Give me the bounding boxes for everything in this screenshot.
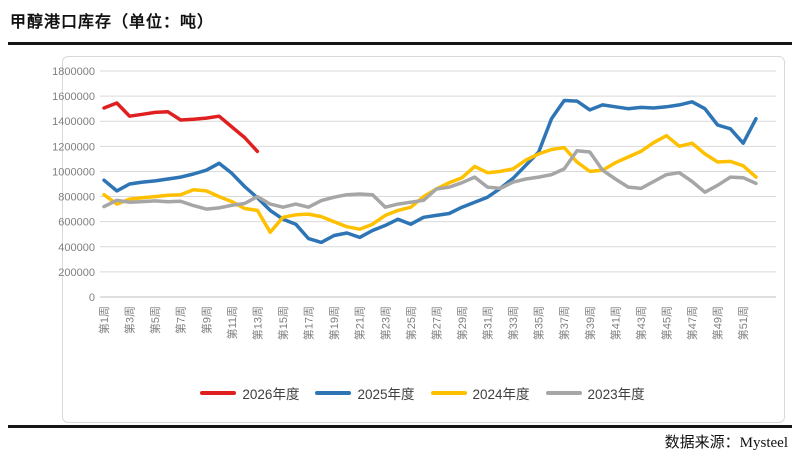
y-axis-tick-label: 1600000 <box>52 91 95 103</box>
x-axis-tick-label: 第19周 <box>327 306 341 340</box>
x-axis-tick-label: 第25周 <box>404 306 418 340</box>
y-axis-tick-label: 1800000 <box>52 66 95 78</box>
legend-line-swatch <box>545 391 582 395</box>
chart-container <box>62 56 785 423</box>
x-axis-tick-label: 第1周 <box>97 306 111 334</box>
footer-divider-rule <box>8 425 792 428</box>
y-axis-tick-label: 1400000 <box>52 116 95 128</box>
y-axis-tick-label: 400000 <box>58 242 95 254</box>
x-axis-tick-label: 第33周 <box>506 306 520 340</box>
legend-item-2026年度: 2026年度 <box>200 383 299 403</box>
legend-line-swatch <box>200 391 237 395</box>
x-axis-tick-label: 第11周 <box>225 306 239 339</box>
legend-line-swatch <box>315 391 352 395</box>
legend-item-2023年度: 2023年度 <box>545 383 645 403</box>
y-axis-tick-label: 600000 <box>58 217 95 229</box>
legend-label: 2024年度 <box>472 387 530 402</box>
x-axis-tick-label: 第35周 <box>532 306 546 340</box>
legend-item-2025年度: 2025年度 <box>315 383 415 403</box>
chart-legend: 2026年度 2025年度 2024年度 2023年度 <box>62 383 783 403</box>
x-axis-tick-label: 第29周 <box>455 306 469 340</box>
x-axis-tick-label: 第39周 <box>583 306 597 340</box>
x-axis-tick-label: 第47周 <box>685 306 699 340</box>
y-axis-tick-label: 1200000 <box>52 141 95 153</box>
legend-line-swatch <box>430 391 467 395</box>
x-axis-tick-label: 第9周 <box>199 306 213 334</box>
page-title: 甲醇港口库存（单位：吨） <box>10 14 215 31</box>
y-axis-tick-label: 1000000 <box>52 166 95 178</box>
title-divider-rule <box>8 42 792 45</box>
x-axis-tick-label: 第23周 <box>378 306 392 340</box>
x-axis-tick-label: 第51周 <box>736 306 750 340</box>
legend-label: 2023年度 <box>587 387 645 402</box>
x-axis-tick-label: 第49周 <box>711 306 725 340</box>
x-axis-tick-label: 第31周 <box>481 306 495 340</box>
x-axis-tick-label: 第7周 <box>174 306 188 334</box>
x-axis-tick-label: 第45周 <box>660 306 674 340</box>
x-axis-tick-label: 第3周 <box>123 306 137 334</box>
x-axis-tick-label: 第37周 <box>557 306 571 340</box>
x-axis-tick-label: 第43周 <box>634 306 648 340</box>
x-axis-tick-label: 第17周 <box>302 306 316 340</box>
x-axis-tick-label: 第5周 <box>148 306 162 334</box>
legend-item-2024年度: 2024年度 <box>430 383 530 403</box>
x-axis-tick-label: 第27周 <box>429 306 443 340</box>
series-line-2025年度 <box>102 98 758 245</box>
x-axis-tick-label: 第21周 <box>353 306 367 340</box>
y-axis-tick-label: 0 <box>89 292 95 304</box>
y-axis-tick-label: 200000 <box>58 267 95 279</box>
series-line-2026年度 <box>102 101 260 154</box>
legend-label: 2026年度 <box>242 387 300 402</box>
series-line-2023年度 <box>102 148 758 211</box>
x-axis-tick-label: 第13周 <box>250 306 264 340</box>
data-source-note: 数据来源：Mysteel <box>664 435 788 451</box>
x-axis-tick-label: 第15周 <box>276 306 290 340</box>
y-axis-tick-label: 800000 <box>58 192 95 204</box>
legend-label: 2025年度 <box>357 387 415 402</box>
x-axis-tick-label: 第41周 <box>608 306 622 340</box>
